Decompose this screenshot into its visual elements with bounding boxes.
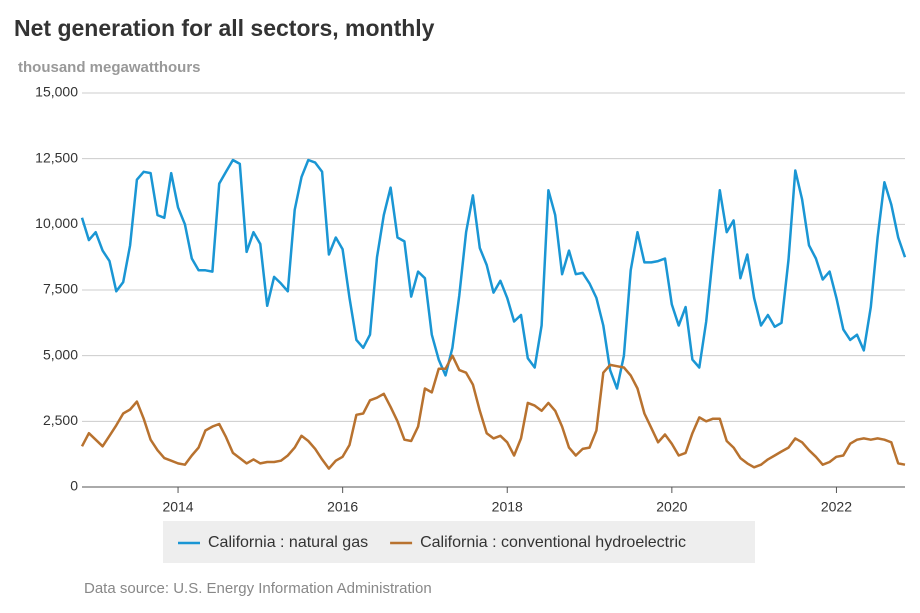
y-tick-label: 0	[70, 478, 78, 494]
y-tick-label: 2,500	[43, 412, 78, 428]
series-line	[80, 158, 907, 390]
y-tick-label: 7,500	[43, 281, 78, 297]
y-tick-label: 5,000	[43, 346, 78, 362]
y-tick-label: 10,000	[35, 215, 78, 231]
chart-subtitle: thousand megawatthours	[18, 59, 201, 76]
series-line	[80, 354, 906, 470]
y-tick-label: 15,000	[35, 84, 78, 100]
chart-title: Net generation for all sectors, monthly	[14, 15, 435, 41]
legend-box	[163, 521, 755, 563]
x-tick-label: 2016	[327, 499, 358, 515]
x-tick-label: 2022	[821, 499, 852, 515]
x-tick-label: 2018	[492, 499, 523, 515]
x-tick-label: 2020	[656, 499, 687, 515]
source-note: Data source: U.S. Energy Information Adm…	[84, 580, 432, 597]
legend-label: California : conventional hydroelectric	[420, 534, 686, 551]
y-tick-label: 12,500	[35, 149, 78, 165]
legend-label: California : natural gas	[208, 534, 368, 551]
x-tick-label: 2014	[162, 499, 193, 515]
